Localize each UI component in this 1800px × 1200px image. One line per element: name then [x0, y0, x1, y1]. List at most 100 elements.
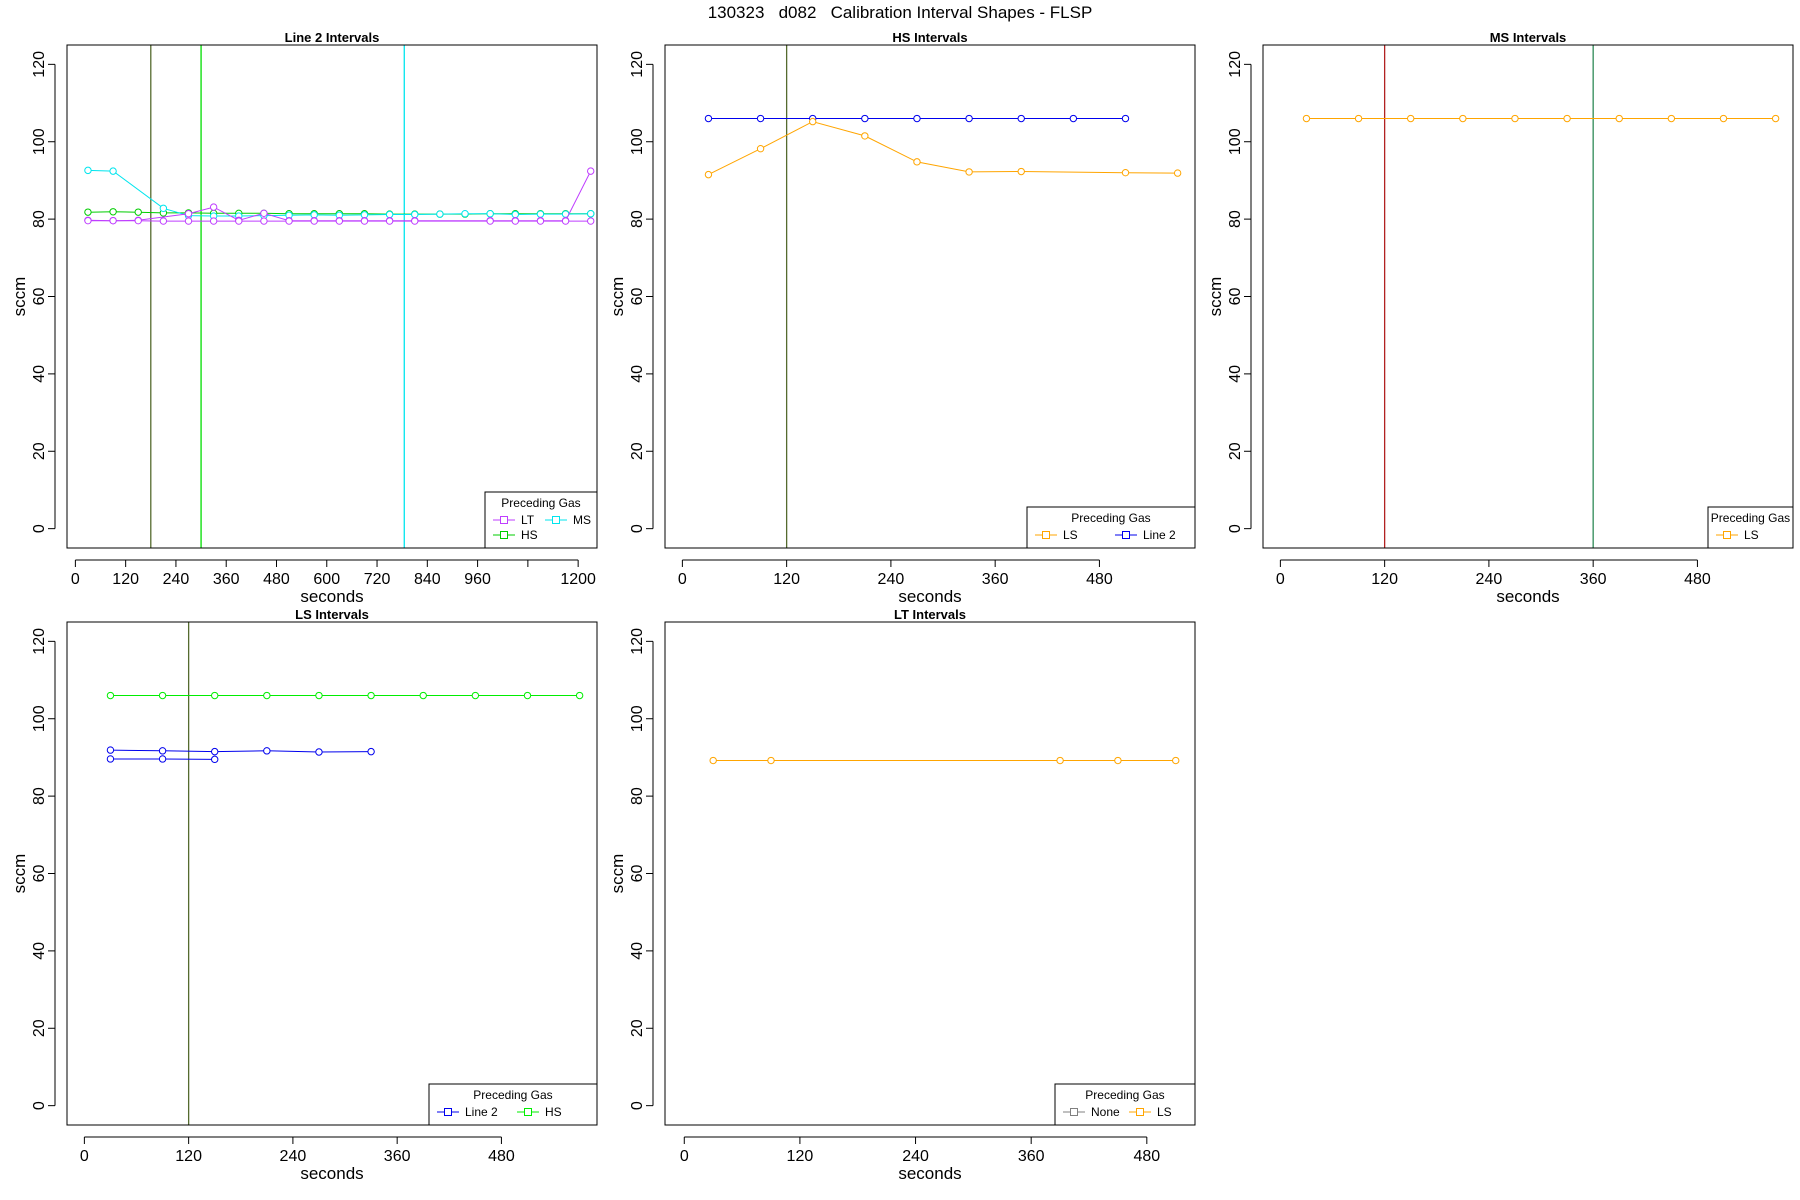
data-point [209, 217, 218, 225]
y-tick-label: 40 [1227, 365, 1244, 383]
series-line-2 [704, 114, 1130, 123]
series-line [708, 121, 1178, 176]
y-tick-label: 100 [31, 705, 48, 732]
legend-marker [1070, 1108, 1078, 1116]
x-tick-label: 240 [280, 1148, 307, 1165]
data-point [511, 217, 520, 225]
data-point [587, 217, 595, 225]
data-point [1459, 114, 1467, 123]
data-point [209, 203, 218, 211]
data-point [1667, 114, 1676, 123]
data-point [335, 217, 344, 225]
y-tick-label: 40 [31, 365, 48, 383]
data-point [158, 755, 167, 763]
data-point [575, 691, 584, 700]
y-axis-label: sccm [608, 854, 627, 894]
data-point [263, 691, 271, 700]
y-tick-label: 40 [629, 365, 646, 383]
data-point [211, 755, 219, 764]
data-point [1173, 169, 1182, 177]
data-point [861, 114, 869, 123]
legend-title: Preceding Gas [1085, 1088, 1164, 1102]
data-point [1615, 114, 1623, 123]
data-point [511, 210, 520, 219]
x-tick-label: 0 [71, 571, 80, 588]
legend-marker [444, 1108, 452, 1116]
y-tick-label: 0 [629, 1101, 646, 1110]
y-tick-label: 120 [629, 51, 646, 78]
data-point [109, 208, 117, 216]
data-point [523, 691, 532, 700]
chart-panel-4: LS Intervals 0 120 240 360 480 0 20 40 60 80 100 120… [10, 607, 598, 1183]
y-axis-label: sccm [1206, 277, 1225, 317]
data-point [965, 114, 973, 123]
legend-label: LT [521, 513, 535, 527]
x-axis-label: seconds [1496, 587, 1559, 606]
legend-title: Preceding Gas [1711, 511, 1790, 525]
y-tick-label: 100 [629, 128, 646, 155]
legend-title: Preceding Gas [473, 1088, 552, 1102]
x-tick-label: 480 [1133, 1148, 1160, 1165]
y-tick-label: 80 [31, 787, 48, 805]
data-point [84, 166, 92, 175]
chart-panel-2: HS Intervals 0 120 240 360 480 0 20 40 60 80 100 120… [608, 30, 1196, 606]
x-tick-label: 960 [464, 571, 491, 588]
legend-label: MS [573, 513, 591, 527]
x-tick-label: 120 [112, 571, 139, 588]
x-tick-label: 360 [1580, 571, 1607, 588]
series-line [110, 749, 372, 753]
y-tick-label: 60 [1227, 288, 1244, 306]
legend-entry: Line 2 [1115, 528, 1176, 542]
data-point [709, 756, 717, 765]
data-point [1172, 756, 1180, 765]
y-tick-label: 20 [1227, 442, 1244, 460]
data-point [561, 217, 570, 225]
data-point [260, 209, 268, 218]
data-point [159, 217, 168, 225]
series-hs [106, 691, 584, 700]
y-tick-label: 60 [31, 288, 48, 306]
legend-entry: None [1063, 1105, 1120, 1119]
data-point [184, 217, 193, 225]
legend-entry: MS [545, 513, 591, 527]
figure-title: 130323 d082 Calibration Interval Shapes … [707, 3, 1093, 22]
y-tick-label: 120 [31, 51, 48, 78]
data-point [106, 755, 115, 763]
data-point [315, 748, 323, 756]
series-ls [709, 756, 1180, 765]
data-point [84, 216, 92, 225]
legend-label: Line 2 [1143, 528, 1176, 542]
y-tick-label: 40 [629, 942, 646, 960]
y-axis-label: sccm [10, 854, 29, 894]
x-tick-label: 600 [313, 571, 340, 588]
data-point [411, 210, 419, 219]
legend: Preceding Gas LT MS HS [484, 491, 598, 549]
x-tick-label: 360 [384, 1148, 411, 1165]
data-point [809, 117, 817, 126]
series-line-2 [106, 746, 375, 756]
data-point [106, 746, 115, 754]
y-tick-label: 0 [31, 524, 48, 533]
y-tick-label: 20 [31, 442, 48, 460]
series-ls [1302, 114, 1780, 123]
legend-title: Preceding Gas [1071, 511, 1150, 525]
legend-entry: HS [517, 1105, 562, 1119]
y-tick-label: 60 [31, 865, 48, 883]
data-point [159, 204, 168, 212]
legend-label: HS [545, 1105, 562, 1119]
data-point [965, 168, 973, 176]
legend-marker [1122, 531, 1130, 539]
legend-marker [1723, 531, 1731, 539]
data-point [158, 747, 167, 755]
legend-marker [500, 516, 508, 524]
x-tick-label: 0 [1276, 571, 1285, 588]
data-point [385, 210, 394, 219]
legend-box [1026, 506, 1196, 549]
legend-label: HS [521, 528, 538, 542]
x-tick-label: 360 [1018, 1148, 1045, 1165]
legend-entry: LS [1716, 528, 1759, 542]
y-tick-label: 80 [629, 787, 646, 805]
x-tick-label: 240 [902, 1148, 929, 1165]
x-tick-label: 720 [364, 571, 391, 588]
panel-title: Line 2 Intervals [285, 30, 380, 45]
